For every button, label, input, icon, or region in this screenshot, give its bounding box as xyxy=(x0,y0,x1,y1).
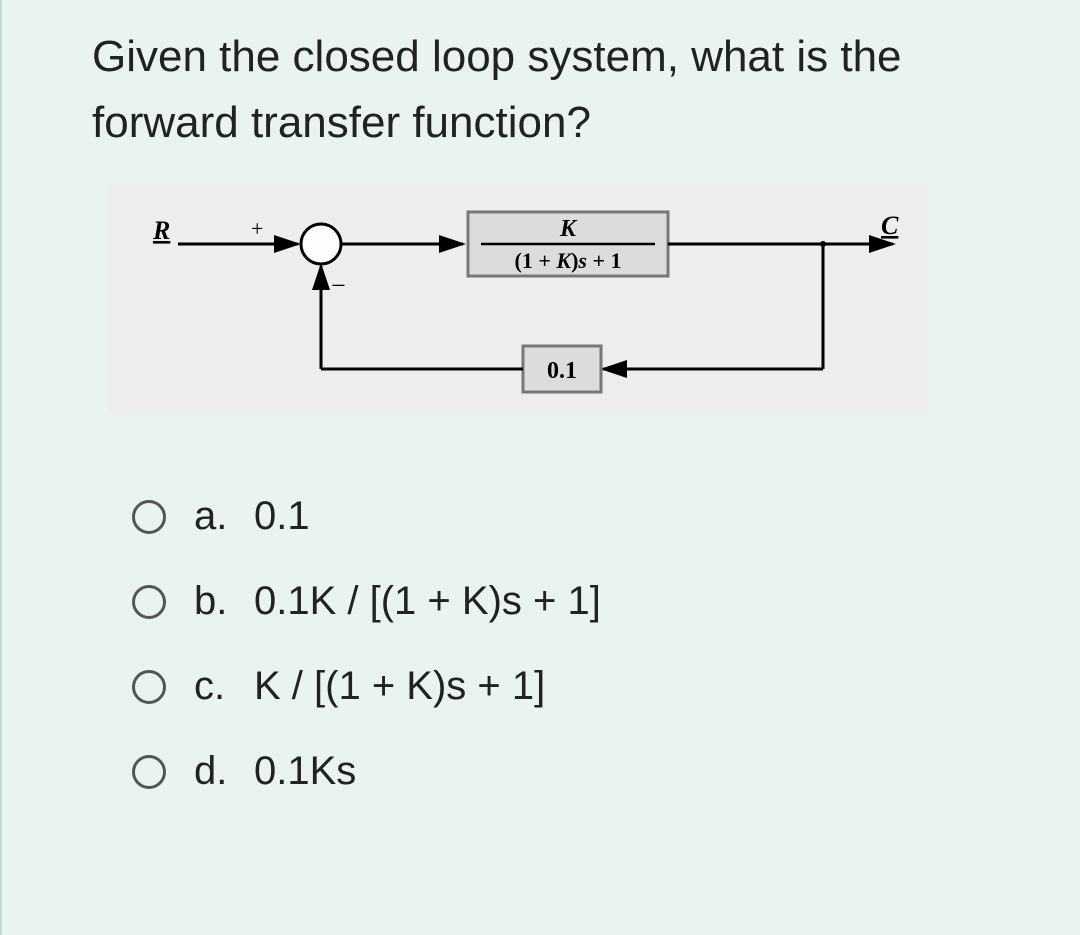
sum-minus: − xyxy=(331,271,346,300)
option-text: 0.1K / [(1 + K)s + 1] xyxy=(254,579,601,624)
forward-numerator: K xyxy=(559,216,578,242)
question-text: Given the closed loop system, what is th… xyxy=(92,24,1020,156)
option-a[interactable]: a. 0.1 xyxy=(132,494,1020,539)
block-diagram-svg: R + − K (1 + K)s + 1 C xyxy=(123,194,913,404)
radio-b[interactable] xyxy=(132,585,166,619)
option-text: 0.1Ks xyxy=(254,749,356,794)
input-label: R xyxy=(152,216,170,245)
option-text: 0.1 xyxy=(254,494,310,539)
question-card: Given the closed loop system, what is th… xyxy=(0,0,1080,935)
option-letter: d. xyxy=(194,749,254,794)
options-list: a. 0.1 b. 0.1K / [(1 + K)s + 1] c. K / [… xyxy=(92,494,1020,794)
option-letter: a. xyxy=(194,494,254,539)
feedback-value: 0.1 xyxy=(547,358,577,384)
block-diagram: R + − K (1 + K)s + 1 C xyxy=(108,184,928,414)
summing-junction xyxy=(301,224,341,264)
option-letter: b. xyxy=(194,579,254,624)
forward-denominator: (1 + K)s + 1 xyxy=(515,248,622,273)
radio-d[interactable] xyxy=(132,755,166,789)
option-letter: c. xyxy=(194,664,254,709)
option-c[interactable]: c. K / [(1 + K)s + 1] xyxy=(132,664,1020,709)
output-label: C xyxy=(881,211,899,240)
radio-c[interactable] xyxy=(132,670,166,704)
option-d[interactable]: d. 0.1Ks xyxy=(132,749,1020,794)
radio-a[interactable] xyxy=(132,500,166,534)
sum-plus: + xyxy=(251,216,263,241)
option-text: K / [(1 + K)s + 1] xyxy=(254,664,545,709)
option-b[interactable]: b. 0.1K / [(1 + K)s + 1] xyxy=(132,579,1020,624)
